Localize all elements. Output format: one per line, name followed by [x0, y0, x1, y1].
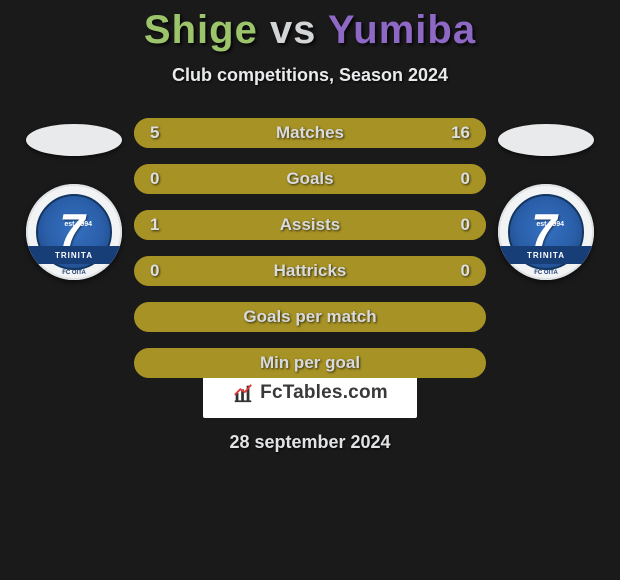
- stat-value-left: 5: [150, 123, 159, 143]
- stat-value-right: 0: [461, 215, 470, 235]
- stat-row: Goals per match: [134, 302, 486, 332]
- subtitle: Club competitions, Season 2024: [172, 65, 448, 86]
- comparison-card: Shige vs Yumiba Club competitions, Seaso…: [0, 0, 620, 580]
- stat-value-right: 0: [461, 169, 470, 189]
- club-sub-label: FC OITA: [26, 270, 122, 276]
- stat-label: Assists: [280, 215, 340, 235]
- stat-label: Goals per match: [243, 307, 376, 327]
- stat-label: Hattricks: [274, 261, 347, 281]
- player2-name: Yumiba: [328, 8, 476, 52]
- comparison-body: 7 est 1994 TRINITA FC OITA 5 Matches 16 0 Go…: [0, 118, 620, 378]
- player1-club-logo: 7 est 1994 TRINITA FC OITA: [26, 184, 122, 280]
- stats-table: 5 Matches 16 0 Goals 0 1 Assists 0 0 Hattricks 0 Goa…: [134, 118, 486, 378]
- stat-value-left: 0: [150, 169, 159, 189]
- vs-separator: vs: [270, 8, 317, 52]
- player2-club-logo: 7 est 1994 TRINITA FC OITA: [498, 184, 594, 280]
- stat-value-right: 0: [461, 261, 470, 281]
- fctables-logo-icon: [232, 382, 254, 404]
- club-sub-label: FC OITA: [498, 270, 594, 276]
- club-name-band: TRINITA: [498, 246, 594, 264]
- stat-label: Goals: [286, 169, 333, 189]
- page-title: Shige vs Yumiba: [144, 8, 476, 53]
- stat-value-left: 0: [150, 261, 159, 281]
- stat-fill-right: [208, 118, 486, 148]
- player1-column: 7 est 1994 TRINITA FC OITA: [14, 118, 134, 378]
- stat-row: 1 Assists 0: [134, 210, 486, 240]
- stat-row: 5 Matches 16: [134, 118, 486, 148]
- stat-row: Min per goal: [134, 348, 486, 378]
- footer-date: 28 september 2024: [229, 432, 390, 453]
- club-est-label: est 1994: [64, 222, 92, 228]
- stat-value-right: 16: [451, 123, 470, 143]
- player1-name: Shige: [144, 8, 258, 52]
- player2-column: 7 est 1994 TRINITA FC OITA: [486, 118, 606, 378]
- stat-label: Matches: [276, 123, 344, 143]
- club-name-band: TRINITA: [26, 246, 122, 264]
- stat-row: 0 Goals 0: [134, 164, 486, 194]
- club-est-label: est 1994: [536, 222, 564, 228]
- stat-label: Min per goal: [260, 353, 360, 373]
- stat-row: 0 Hattricks 0: [134, 256, 486, 286]
- player2-flag-icon: [498, 124, 594, 156]
- stat-value-left: 1: [150, 215, 159, 235]
- player1-flag-icon: [26, 124, 122, 156]
- branding-text: FcTables.com: [260, 382, 388, 404]
